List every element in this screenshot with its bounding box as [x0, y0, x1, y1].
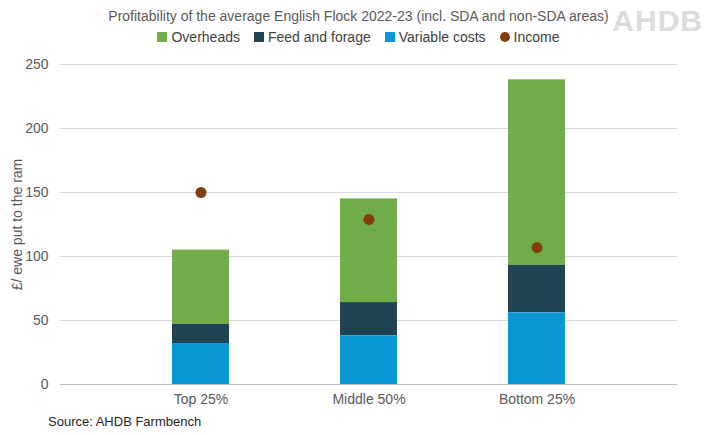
html-text:Income: Income — [513, 29, 560, 45]
svg-text:0: 0 — [41, 376, 49, 392]
html-text:Variable costs: Variable costs — [398, 29, 486, 45]
html-text:Profitability of the average E: Profitability of the average English Flo… — [108, 8, 609, 24]
html-text:Feed and forage: Feed and forage — [268, 29, 371, 45]
svg-text:50: 50 — [33, 312, 49, 328]
svg-text:100: 100 — [25, 248, 49, 264]
html-text:AHDB: AHDB — [612, 4, 703, 37]
html-text:Overheads: Overheads — [171, 29, 240, 45]
svg-text:Bottom 25%: Bottom 25% — [499, 391, 575, 407]
svg-text:Top 25%: Top 25% — [174, 391, 228, 407]
svg-text:150: 150 — [25, 184, 49, 200]
svg-text:200: 200 — [25, 120, 49, 136]
svg-text:250: 250 — [25, 56, 49, 72]
svg-text:£/ ewe put to the ram: £/ ewe put to the ram — [9, 159, 25, 291]
svg-text:Middle 50%: Middle 50% — [332, 391, 405, 407]
html-text:Source: AHDB Farmbench: Source: AHDB Farmbench — [48, 414, 202, 429]
